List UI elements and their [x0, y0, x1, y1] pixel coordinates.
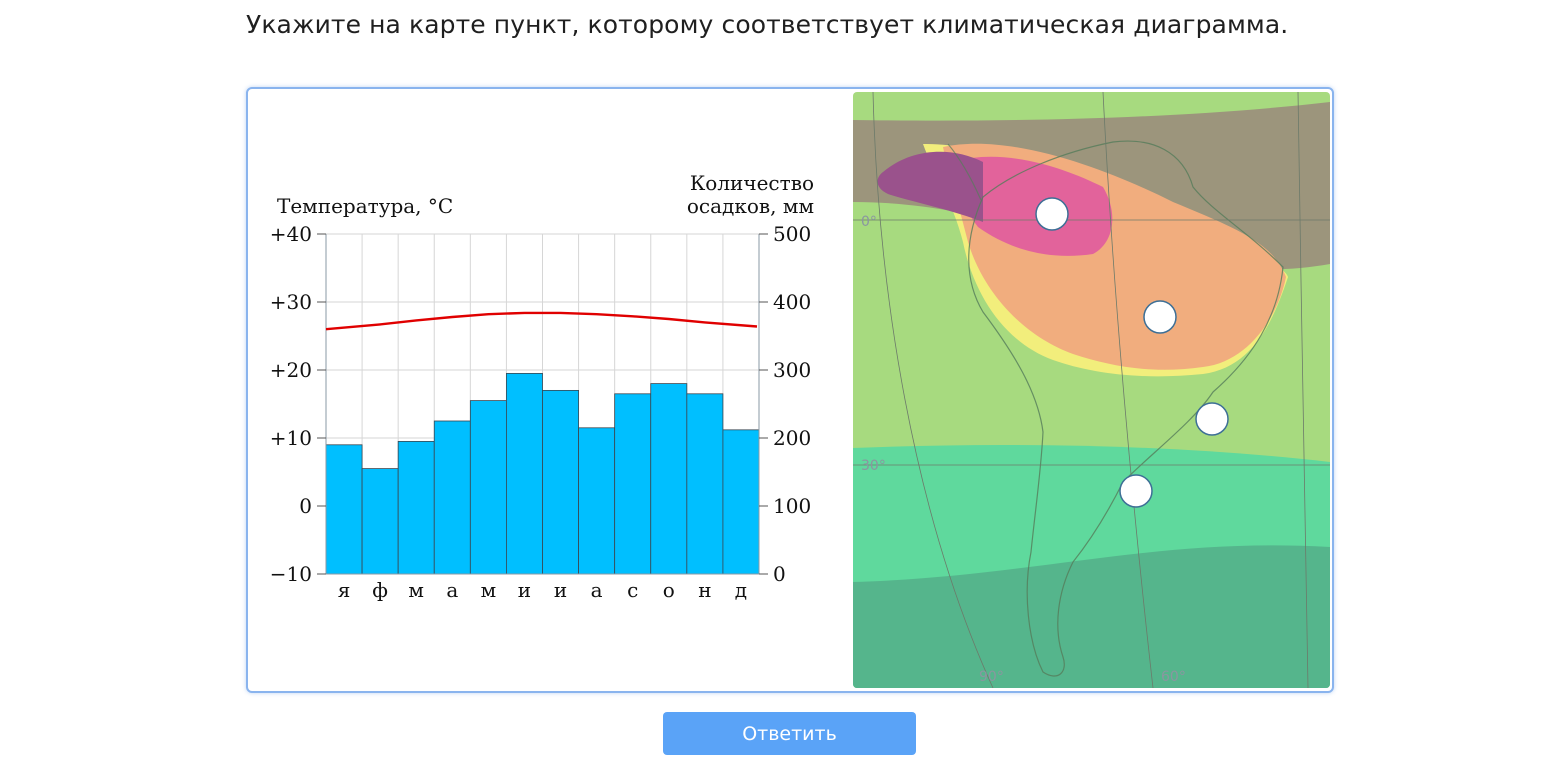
map-point-brazil-central[interactable]: [1143, 300, 1177, 334]
left-axis-label: Температура, °C: [277, 194, 453, 218]
right-tick-label: 200: [773, 426, 811, 450]
map-zone-equatorial-pacific: [877, 151, 983, 222]
precip-bar: [469, 400, 507, 575]
month-label: м: [481, 578, 497, 602]
right-axis-label-line2: осадков, мм: [687, 194, 814, 218]
precip-bar: [506, 372, 543, 575]
month-label: м: [408, 578, 424, 602]
map-zone-temperate: [853, 545, 1330, 688]
month-label: н: [698, 578, 711, 602]
month-label: и: [518, 578, 531, 602]
lat-label-30: 30°: [861, 458, 886, 474]
month-label: с: [627, 578, 638, 602]
precip-bar: [650, 383, 688, 575]
left-tick-label: 0: [299, 494, 312, 518]
right-tick-label: 0: [773, 562, 786, 586]
right-axis-label-line1: Количество: [690, 171, 814, 195]
lon-label-60: 60°: [1161, 669, 1186, 685]
month-label: ф: [372, 578, 388, 602]
map-point-brazil-southeast[interactable]: [1195, 402, 1229, 436]
left-tick-label: +30: [270, 290, 312, 314]
left-tick-label: +20: [270, 358, 312, 382]
precip-bar: [433, 420, 471, 575]
month-label: я: [338, 578, 351, 602]
precip-bar: [722, 429, 760, 575]
right-tick-label: 300: [773, 358, 811, 382]
precip-bar: [361, 468, 399, 575]
right-tick-label: 100: [773, 494, 811, 518]
answer-button[interactable]: Ответить: [663, 712, 916, 755]
left-tick-label: −10: [270, 562, 312, 586]
map-svg: 0° 30° 90° 60°: [853, 92, 1330, 688]
question-text: Укажите на карте пункт, которому соответ…: [246, 10, 1289, 39]
meridian-60: [1102, 92, 1154, 688]
left-tick-label: +40: [270, 222, 312, 246]
south-america-coastline: [968, 140, 1284, 677]
right-tick-label: 500: [773, 222, 811, 246]
month-label: а: [446, 578, 458, 602]
month-label: и: [554, 578, 567, 602]
central-america-coastline: [947, 143, 982, 201]
meridian-30: [1297, 92, 1309, 688]
precip-bar: [614, 393, 652, 575]
climate-diagram: Температура, °C Количество осадков, мм +…: [248, 89, 852, 691]
precip-bar: [578, 427, 616, 575]
precip-bar: [686, 393, 724, 575]
month-label: д: [735, 578, 747, 602]
right-tick-label: 400: [773, 290, 811, 314]
climate-map: 0° 30° 90° 60°: [853, 92, 1330, 688]
task-card: Температура, °C Количество осадков, мм +…: [246, 87, 1334, 693]
precip-bar: [325, 444, 363, 575]
lon-label-90: 90°: [979, 669, 1004, 685]
map-zone-equatorial: [953, 156, 1113, 256]
meridian-90: [872, 92, 994, 688]
lat-label-0: 0°: [861, 214, 877, 230]
climate-chart-svg: Температура, °C Количество осадков, мм +…: [270, 171, 814, 602]
temperature-line: [325, 311, 758, 331]
month-label: а: [591, 578, 603, 602]
map-point-amazon-west[interactable]: [1035, 197, 1069, 231]
month-label: о: [663, 578, 675, 602]
precip-bar: [542, 389, 579, 575]
precip-bar: [397, 440, 435, 575]
map-point-argentina[interactable]: [1119, 474, 1153, 508]
left-tick-label: +10: [270, 426, 312, 450]
